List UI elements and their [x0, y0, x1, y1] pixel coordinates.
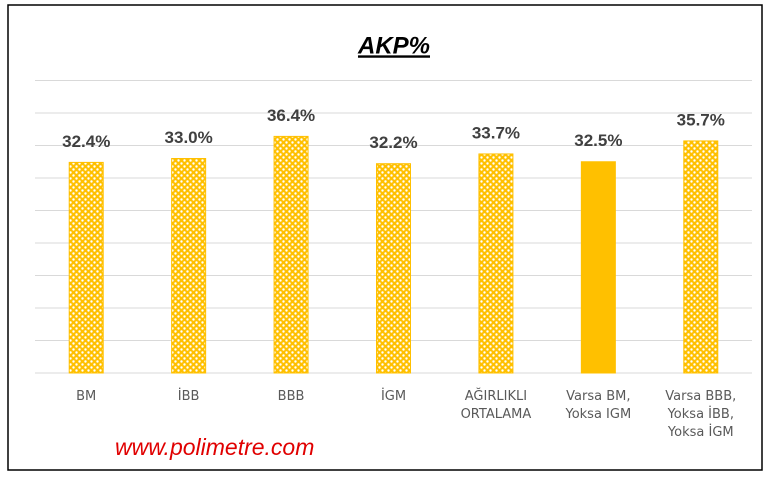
bar: [683, 140, 719, 374]
chart-title: AKP%: [357, 32, 430, 59]
annotation: www.polimetre.com: [115, 434, 315, 460]
data-label: 35.7%: [677, 110, 725, 129]
data-label: 36.4%: [267, 106, 315, 125]
x-tick-label: Varsa BM, Yoksa IGM: [565, 389, 632, 422]
x-tick-label: BM: [76, 389, 97, 404]
bar: [478, 153, 514, 374]
x-tick-label: Varsa BBB, Yoksa İBB, Yoksa İGM: [665, 389, 737, 440]
data-label: 32.5%: [574, 131, 622, 150]
data-label: 33.7%: [472, 123, 520, 142]
bar: [171, 158, 207, 374]
bar: [273, 135, 309, 374]
x-tick-label: AĞIRLIKLI ORTALAMA: [460, 389, 532, 422]
data-label: 32.4%: [62, 132, 110, 151]
bar: [376, 163, 411, 374]
x-tick-label: İBB: [177, 389, 200, 404]
data-label: 32.2%: [369, 133, 417, 152]
bar: [68, 161, 104, 374]
x-tick-label: BBB: [277, 389, 305, 404]
bar: [580, 161, 616, 374]
data-label: 33.0%: [165, 128, 213, 147]
x-tick-label: İGM: [380, 389, 407, 404]
